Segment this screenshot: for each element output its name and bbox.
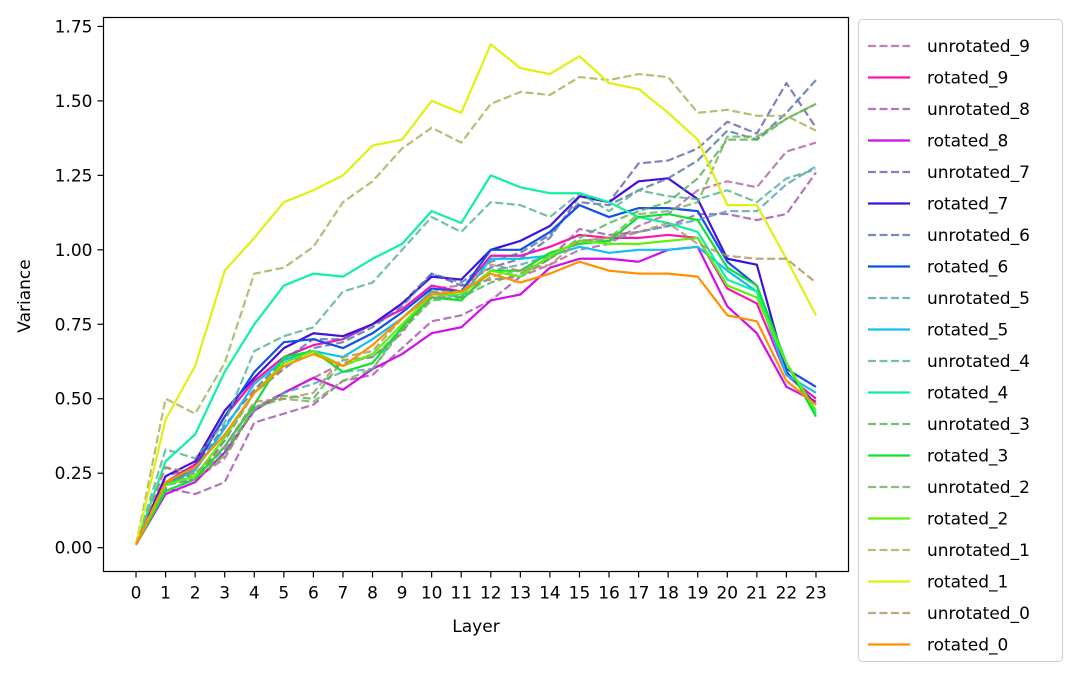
x-tick-label: 18 bbox=[657, 584, 679, 604]
y-tick-label: 1.00 bbox=[55, 241, 93, 261]
y-tick-label: 0.00 bbox=[55, 539, 93, 559]
x-tick-label: 11 bbox=[450, 584, 472, 604]
legend: unrotated_9 rotated_9 unrotated_8 rotated_8… bbox=[858, 19, 1063, 662]
plot-frame bbox=[102, 16, 850, 573]
legend-label-unrotated-6: unrotated_6 bbox=[927, 226, 1030, 246]
series-line-unrotated-4 bbox=[134, 168, 817, 546]
x-tick-label: 4 bbox=[249, 584, 260, 604]
x-tick-label: 13 bbox=[510, 584, 532, 604]
legend-label-rotated-4: rotated_4 bbox=[927, 384, 1008, 404]
legend-label-unrotated-7: unrotated_7 bbox=[927, 163, 1030, 183]
legend-frame bbox=[858, 19, 1063, 662]
x-tick-label: 1 bbox=[160, 584, 171, 604]
legend-label-rotated-0: rotated_0 bbox=[927, 636, 1008, 656]
x-tick-label: 23 bbox=[805, 584, 827, 604]
legend-label-rotated-8: rotated_8 bbox=[927, 132, 1008, 152]
series-line-unrotated-3 bbox=[135, 102, 817, 546]
legend-label-unrotated-0: unrotated_0 bbox=[927, 604, 1030, 624]
legend-label-rotated-1: rotated_1 bbox=[927, 573, 1008, 593]
x-axis-label: Layer bbox=[452, 617, 499, 637]
x-tick-label: 17 bbox=[628, 584, 650, 604]
x-tick-label: 21 bbox=[746, 584, 768, 604]
series-line-unrotated-6 bbox=[135, 79, 817, 546]
x-tick-label: 2 bbox=[190, 584, 201, 604]
y-tick-label: 1.50 bbox=[55, 92, 93, 112]
legend-label-rotated-3: rotated_3 bbox=[927, 447, 1008, 467]
series-line-unrotated-1 bbox=[134, 72, 817, 545]
x-axis-ticks: 0 1 2 3 4 5 6 7 8 9 10 11 12 13 14 15 16 17 18 19 20 21 22 23 bbox=[131, 571, 827, 604]
legend-label-rotated-7: rotated_7 bbox=[927, 195, 1008, 215]
series-line-rotated-1 bbox=[134, 43, 817, 545]
legend-label-unrotated-9: unrotated_9 bbox=[927, 37, 1030, 57]
series-line-unrotated-7 bbox=[135, 81, 817, 546]
y-tick-label: 0.25 bbox=[55, 464, 93, 484]
series-line-unrotated-2 bbox=[135, 102, 817, 546]
y-axis-ticks: 0.00 0.25 0.50 0.75 1.00 1.25 1.50 1.75 bbox=[55, 17, 104, 559]
legend-label-unrotated-5: unrotated_5 bbox=[927, 289, 1030, 309]
x-tick-label: 12 bbox=[480, 584, 502, 604]
x-tick-label: 9 bbox=[397, 584, 408, 604]
x-tick-label: 0 bbox=[131, 584, 142, 604]
series-line-unrotated-0 bbox=[134, 221, 817, 546]
legend-label-rotated-6: rotated_6 bbox=[927, 258, 1008, 278]
legend-label-unrotated-8: unrotated_8 bbox=[927, 100, 1030, 120]
x-tick-label: 6 bbox=[308, 584, 319, 604]
legend-label-rotated-2: rotated_2 bbox=[927, 510, 1008, 530]
series-line-rotated-0 bbox=[135, 260, 817, 546]
x-tick-label: 16 bbox=[598, 584, 620, 604]
legend-label-unrotated-3: unrotated_3 bbox=[927, 415, 1030, 435]
y-tick-label: 1.25 bbox=[55, 166, 93, 186]
y-tick-label: 0.50 bbox=[55, 390, 93, 410]
plot-lines bbox=[134, 43, 817, 546]
y-axis-label: Variance bbox=[15, 259, 35, 332]
y-tick-label: 0.75 bbox=[55, 315, 93, 335]
legend-label-unrotated-2: unrotated_2 bbox=[927, 478, 1030, 498]
legend-items: unrotated_9 rotated_9 unrotated_8 rotated_8… bbox=[868, 37, 1030, 656]
x-tick-label: 3 bbox=[219, 584, 230, 604]
legend-label-rotated-9: rotated_9 bbox=[927, 69, 1008, 89]
x-tick-label: 14 bbox=[539, 584, 561, 604]
y-tick-label: 1.75 bbox=[55, 17, 93, 37]
x-tick-label: 7 bbox=[338, 584, 349, 604]
x-tick-label: 5 bbox=[278, 584, 289, 604]
series-line-rotated-4 bbox=[134, 174, 817, 546]
x-tick-label: 19 bbox=[687, 584, 709, 604]
x-tick-label: 8 bbox=[367, 584, 378, 604]
legend-label-unrotated-4: unrotated_4 bbox=[927, 352, 1030, 372]
legend-label-rotated-5: rotated_5 bbox=[927, 321, 1008, 341]
legend-label-unrotated-1: unrotated_1 bbox=[927, 541, 1030, 561]
x-tick-label: 15 bbox=[569, 584, 591, 604]
x-tick-label: 22 bbox=[776, 584, 798, 604]
series-line-rotated-3 bbox=[135, 212, 817, 546]
series-line-unrotated-8 bbox=[135, 171, 817, 546]
x-tick-label: 20 bbox=[716, 584, 738, 604]
series-line-rotated-7 bbox=[135, 177, 817, 546]
x-tick-label: 10 bbox=[421, 584, 443, 604]
